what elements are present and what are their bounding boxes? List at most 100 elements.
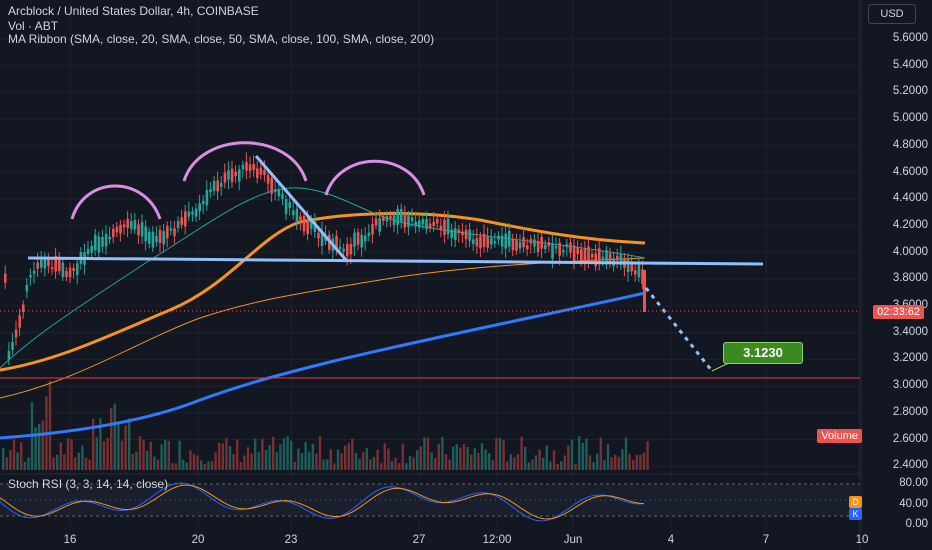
price-target-label[interactable]: 3.1230 <box>723 342 803 364</box>
price-tick-label: 4.0000 <box>892 245 928 258</box>
ma20-line <box>0 187 646 369</box>
candle-body <box>374 218 378 226</box>
candle-body <box>526 245 529 250</box>
volume-bar <box>624 437 628 470</box>
volume-bar <box>27 457 30 470</box>
volume-bar <box>520 436 523 470</box>
candle-body <box>112 228 115 238</box>
volume-bar <box>257 452 260 470</box>
candle-body <box>148 231 151 244</box>
candle-body <box>565 244 569 248</box>
candle-body <box>140 222 144 237</box>
candle-body <box>425 219 428 230</box>
volume-bar <box>5 457 8 470</box>
volume-bar <box>311 443 314 470</box>
candle-body <box>94 234 97 251</box>
volume-bar <box>84 457 88 470</box>
volume-bar <box>322 459 325 470</box>
candle-body <box>385 215 389 222</box>
candle-body <box>486 236 489 248</box>
volume-bar <box>225 437 228 470</box>
candle-body <box>364 235 367 242</box>
candle-body <box>403 213 407 228</box>
volume-bar <box>578 436 581 470</box>
candle-body <box>356 232 360 245</box>
rsi-tick-label: 0.00 <box>905 518 928 530</box>
volume-bar <box>581 442 584 470</box>
volume-bar <box>110 408 113 470</box>
volume-bar <box>9 449 12 470</box>
price-tick-label: 4.4000 <box>892 192 928 205</box>
candle-body <box>119 224 122 234</box>
candle-body <box>256 168 259 179</box>
candle-body <box>497 235 500 240</box>
candle-body <box>643 270 646 312</box>
candle-body <box>76 263 79 276</box>
price-tick-label: 5.4000 <box>892 58 928 71</box>
volume-bar <box>196 455 199 470</box>
volume-bar <box>63 454 66 470</box>
candle-body <box>360 234 363 248</box>
volume-bar <box>484 449 487 470</box>
volume-bar <box>146 450 149 470</box>
volume-bar <box>556 463 559 470</box>
candle-body <box>493 241 497 244</box>
volume-bar <box>585 438 588 470</box>
candle-body <box>180 217 183 225</box>
volume-bar <box>20 442 23 470</box>
volume-bar <box>88 459 91 470</box>
right-shoulder-arc <box>324 159 426 196</box>
candle-body <box>392 215 396 226</box>
volume-bar <box>228 446 232 470</box>
volume-bar <box>131 453 134 470</box>
candle-body <box>61 262 65 277</box>
price-tick-label: 2.6000 <box>892 432 928 445</box>
volume-bar <box>210 460 214 470</box>
volume-bar <box>203 463 206 470</box>
price-tick-label: 5.0000 <box>892 112 928 125</box>
volume-bar <box>153 456 156 470</box>
volume-bar <box>254 438 257 470</box>
candle-body <box>299 216 302 222</box>
stoch-rsi-title: Stoch RSI (3, 3, 14, 14, close) <box>8 477 169 491</box>
volume-bar <box>437 443 440 470</box>
volume-bar <box>405 463 408 470</box>
candle-body <box>302 216 306 232</box>
trend-line <box>254 155 348 261</box>
candle-body <box>432 221 435 226</box>
candle-body <box>457 229 461 234</box>
volume-bar <box>502 439 505 470</box>
volume-bar <box>635 454 638 470</box>
candle-body <box>504 233 507 249</box>
candle-body <box>205 189 209 206</box>
candle-body <box>14 329 18 338</box>
candle-body <box>245 162 248 171</box>
candle-body <box>310 220 313 229</box>
candle-body <box>468 229 471 241</box>
candle-body <box>562 250 565 253</box>
candle-body <box>173 228 176 237</box>
candle-body <box>605 250 608 265</box>
candle-body <box>482 233 486 247</box>
candle-body <box>151 231 155 248</box>
volume-bar <box>250 453 253 470</box>
currency-button[interactable]: USD <box>868 4 916 24</box>
volume-bar <box>394 457 397 470</box>
candle-body <box>443 219 446 235</box>
time-tick-label: 27 <box>412 534 426 546</box>
candle-body <box>576 247 579 255</box>
volume-bar <box>279 444 282 470</box>
candle-body <box>454 228 457 241</box>
candle-body <box>590 253 594 258</box>
volume-bar <box>570 439 574 470</box>
volume-bar <box>135 451 138 470</box>
volume-bar <box>473 448 476 470</box>
volume-bar <box>470 454 473 470</box>
candle-body <box>583 248 587 263</box>
volume-bar <box>491 460 494 470</box>
volume-bar <box>628 454 631 470</box>
candle-body <box>29 275 32 278</box>
projection-line <box>644 287 714 372</box>
volume-bar <box>117 423 120 470</box>
